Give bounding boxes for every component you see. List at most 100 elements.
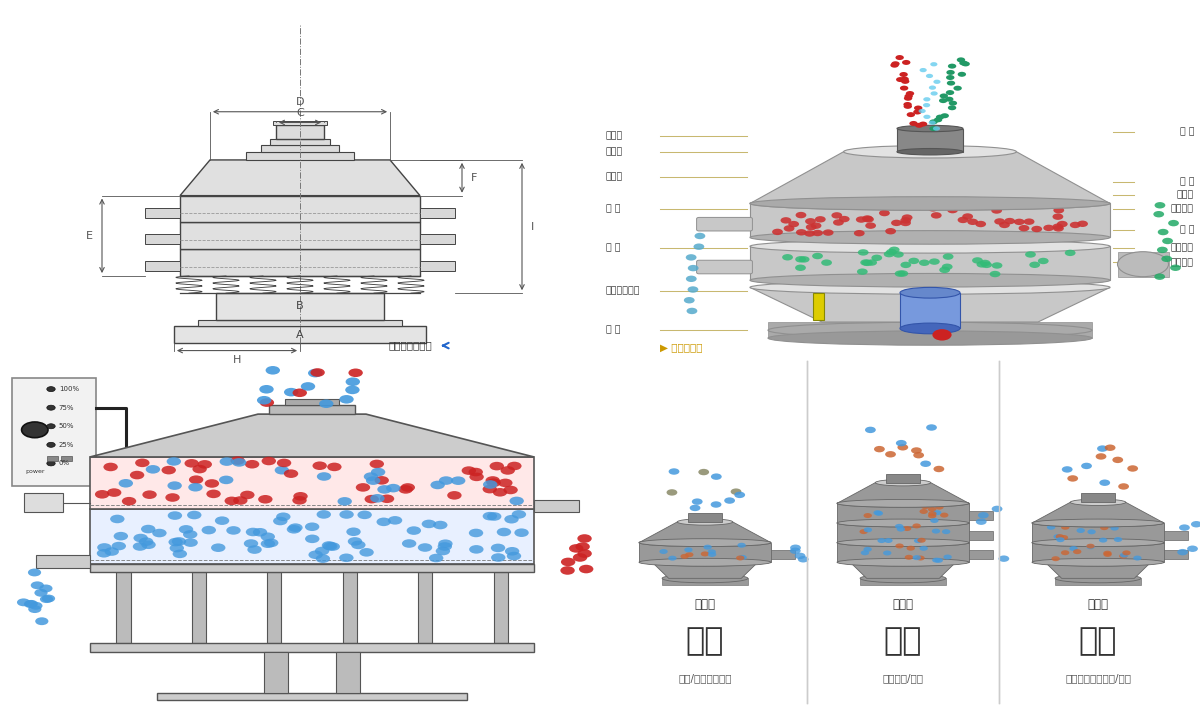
Circle shape (287, 525, 301, 533)
Ellipse shape (640, 538, 772, 547)
Circle shape (875, 511, 883, 516)
Circle shape (340, 511, 354, 519)
Circle shape (1054, 225, 1064, 231)
Circle shape (947, 70, 955, 75)
Circle shape (948, 64, 956, 69)
Circle shape (398, 485, 413, 493)
Circle shape (1168, 220, 1178, 226)
Circle shape (913, 109, 922, 114)
Circle shape (929, 119, 937, 124)
Circle shape (708, 552, 716, 557)
Circle shape (1054, 207, 1064, 213)
Text: 加重块: 加重块 (1177, 190, 1194, 199)
Circle shape (946, 75, 954, 80)
Circle shape (439, 476, 454, 485)
Text: 除杂: 除杂 (1079, 627, 1117, 658)
Circle shape (917, 555, 925, 560)
Polygon shape (180, 160, 420, 196)
Circle shape (168, 511, 182, 520)
Circle shape (895, 543, 904, 548)
Bar (1032, 543, 1164, 563)
Circle shape (1052, 213, 1063, 220)
Circle shape (940, 513, 948, 518)
Circle shape (780, 217, 791, 223)
Text: 出料口: 出料口 (606, 172, 623, 181)
Circle shape (448, 491, 462, 500)
Text: 单层式: 单层式 (695, 598, 715, 611)
Circle shape (188, 483, 203, 491)
Ellipse shape (677, 518, 733, 526)
Text: 颗粒/粉末准确分级: 颗粒/粉末准确分级 (678, 673, 732, 683)
Circle shape (1118, 483, 1129, 490)
Text: 网 架: 网 架 (1180, 178, 1194, 186)
Circle shape (469, 528, 484, 537)
Circle shape (578, 565, 593, 573)
Circle shape (668, 468, 679, 475)
Circle shape (898, 444, 908, 451)
Circle shape (892, 220, 902, 226)
Circle shape (482, 512, 497, 521)
Circle shape (577, 534, 592, 543)
Polygon shape (838, 483, 970, 503)
Circle shape (418, 543, 432, 552)
Text: 振动电机: 振动电机 (1171, 243, 1194, 253)
Circle shape (198, 460, 212, 468)
Circle shape (220, 457, 234, 466)
Circle shape (377, 518, 391, 526)
Circle shape (892, 61, 900, 66)
Circle shape (1153, 211, 1164, 217)
Bar (47, 456, 58, 461)
Circle shape (370, 460, 384, 468)
Circle shape (930, 91, 937, 96)
Text: power: power (25, 468, 44, 474)
Circle shape (319, 399, 334, 408)
Circle shape (17, 598, 30, 606)
Circle shape (130, 471, 144, 479)
Circle shape (866, 259, 877, 266)
Circle shape (914, 123, 923, 128)
Text: 束 环: 束 环 (606, 204, 620, 213)
Circle shape (346, 386, 360, 394)
Circle shape (815, 216, 826, 223)
Circle shape (690, 505, 701, 511)
Circle shape (1103, 552, 1111, 557)
Circle shape (908, 258, 919, 264)
Text: 上部重锤: 上部重锤 (1171, 204, 1194, 213)
Circle shape (142, 540, 156, 549)
Circle shape (187, 511, 202, 519)
Circle shape (293, 388, 307, 397)
Bar (342, 572, 356, 643)
Circle shape (788, 221, 799, 227)
Circle shape (920, 461, 931, 467)
Bar (145, 208, 180, 218)
Bar (772, 550, 796, 559)
Ellipse shape (898, 149, 964, 155)
Circle shape (906, 91, 914, 96)
Circle shape (948, 105, 956, 110)
Text: 分级: 分级 (685, 627, 725, 658)
Bar (90, 564, 534, 572)
Circle shape (31, 581, 44, 589)
Circle shape (929, 86, 936, 90)
Circle shape (1087, 529, 1096, 534)
Circle shape (143, 491, 157, 499)
Circle shape (734, 492, 745, 498)
Circle shape (139, 538, 154, 546)
Circle shape (230, 456, 245, 465)
Bar (246, 152, 354, 160)
Ellipse shape (768, 322, 1092, 338)
Circle shape (1069, 546, 1078, 551)
Text: C: C (296, 108, 304, 118)
Circle shape (260, 533, 275, 541)
Circle shape (863, 216, 874, 223)
Circle shape (982, 261, 992, 268)
Circle shape (185, 459, 199, 468)
Ellipse shape (1055, 574, 1141, 583)
Bar (1032, 523, 1164, 543)
Circle shape (931, 212, 942, 218)
Circle shape (401, 483, 415, 492)
Circle shape (436, 547, 450, 555)
Text: 25%: 25% (59, 442, 74, 448)
Circle shape (904, 96, 912, 101)
Circle shape (503, 486, 517, 494)
